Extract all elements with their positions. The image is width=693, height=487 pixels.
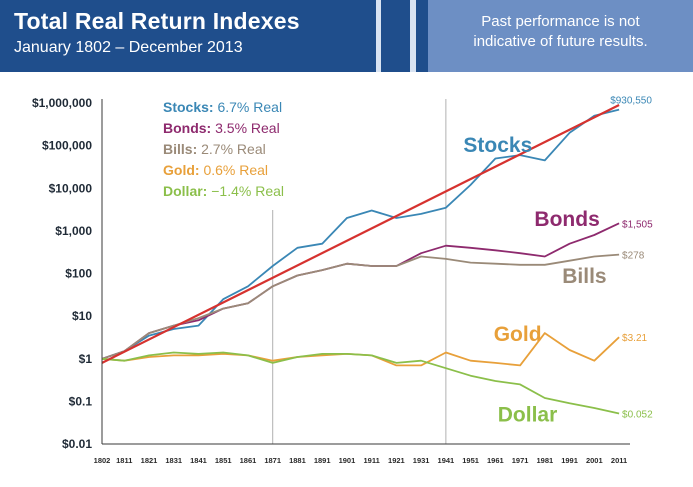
- x-tick-label: 1991: [561, 456, 578, 465]
- legend-series-rate: 6.7% Real: [217, 99, 282, 115]
- series-label-bills: Bills: [562, 265, 606, 288]
- x-tick-label: 1861: [240, 456, 257, 465]
- y-tick-label: $1,000,000: [32, 96, 92, 110]
- chart-subtitle: January 1802 – December 2013: [14, 39, 243, 56]
- x-tick-label: 1841: [190, 456, 207, 465]
- x-tick-label: 1981: [536, 456, 553, 465]
- y-tick-label: $1: [79, 352, 93, 366]
- y-tick-label: $100,000: [42, 139, 92, 153]
- y-tick-label: $10: [72, 309, 92, 323]
- series-label-gold: Gold: [494, 323, 542, 346]
- disclaimer-line-2: indicative of future results.: [473, 33, 648, 50]
- legend-entry-stocks: Stocks: 6.7% Real: [163, 99, 282, 115]
- end-label-bills: $278: [622, 251, 645, 262]
- end-label-dollar: $0.052: [622, 409, 653, 420]
- disclaimer-line-1: Past performance is not: [481, 13, 640, 30]
- series-line-dollar: [101, 351, 620, 415]
- title-banner: Total Real Return Indexes January 1802 –…: [0, 0, 693, 72]
- legend-entry-gold: Gold: 0.6% Real: [163, 162, 268, 178]
- x-tick-label: 1901: [339, 456, 356, 465]
- legend-entry-dollar: Dollar: −1.4% Real: [163, 183, 284, 199]
- end-label-stocks: $930,550: [610, 96, 652, 107]
- x-tick-label: 1921: [388, 456, 405, 465]
- x-tick-label: 1931: [413, 456, 430, 465]
- x-tick-label: 2011: [611, 456, 627, 465]
- title-block: Total Real Return Indexes January 1802 –…: [14, 8, 300, 57]
- x-tick-label: 2001: [586, 456, 603, 465]
- legend-entry-bonds: Bonds: 3.5% Real: [163, 120, 280, 136]
- end-value-labels: $930,550 $1,505 $278 $3.21 $0.052: [610, 96, 653, 421]
- series-line-stocks: [101, 108, 620, 360]
- series-label-stocks: Stocks: [463, 134, 532, 157]
- disclaimer-box: Past performance is not indicative of fu…: [428, 0, 693, 72]
- legend-series-rate: 0.6% Real: [203, 162, 268, 178]
- y-tick-label: $0.01: [62, 437, 92, 451]
- series-line-stocks-trend: [101, 104, 620, 364]
- reference-lines: [272, 99, 447, 444]
- x-tick-label: 1941: [438, 456, 455, 465]
- x-tick-label: 1961: [487, 456, 504, 465]
- y-tick-label: $1,000: [55, 224, 92, 238]
- x-tick-labels: 1802 1811 1821 1831 1841 1851 1861 1871 1881 1891…: [94, 456, 628, 465]
- x-tick-label: 1851: [215, 456, 232, 465]
- chart-title: Total Real Return Indexes: [14, 8, 300, 34]
- series-label-dollar: Dollar: [498, 403, 558, 426]
- x-tick-label: 1871: [264, 456, 281, 465]
- legend-series-rate: 2.7% Real: [201, 141, 266, 157]
- x-tick-label: 1881: [289, 456, 306, 465]
- axes: [101, 99, 630, 445]
- x-tick-label: 1821: [141, 456, 158, 465]
- y-tick-label: $10,000: [49, 181, 93, 195]
- x-tick-label: 1911: [364, 456, 380, 465]
- legend-series-name: Bonds:: [163, 120, 215, 136]
- y-tick-label: $0.1: [69, 394, 93, 408]
- series-labels: Stocks Bonds Bills Gold Dollar: [463, 134, 606, 426]
- legend-series-rate: −1.4% Real: [211, 183, 284, 199]
- y-tick-labels: $1,000,000 $100,000 $10,000 $1,000 $100 $10 $1…: [32, 96, 92, 451]
- x-tick-label: 1951: [462, 456, 479, 465]
- x-tick-label: 1831: [165, 456, 182, 465]
- legend-entry-bills: Bills: 2.7% Real: [163, 141, 266, 157]
- legend-series-name: Dollar:: [163, 183, 211, 199]
- series-lines: [101, 104, 620, 415]
- banner-stripe-1: [376, 0, 381, 72]
- legend-series-name: Bills:: [163, 141, 201, 157]
- legend-series-name: Gold:: [163, 162, 203, 178]
- y-tick-label: $100: [65, 267, 92, 281]
- legend-series-name: Stocks:: [163, 99, 217, 115]
- x-tick-label: 1811: [116, 456, 132, 465]
- x-tick-label: 1891: [314, 456, 331, 465]
- end-label-gold: $3.21: [622, 333, 647, 344]
- series-label-bonds: Bonds: [534, 208, 599, 231]
- disclaimer: Past performance is not indicative of fu…: [428, 12, 693, 52]
- x-tick-label: 1802: [94, 456, 111, 465]
- banner-stripe-2: [410, 0, 416, 72]
- legend-series-rate: 3.5% Real: [215, 120, 280, 136]
- end-label-bonds: $1,505: [622, 219, 653, 230]
- x-tick-label: 1971: [512, 456, 529, 465]
